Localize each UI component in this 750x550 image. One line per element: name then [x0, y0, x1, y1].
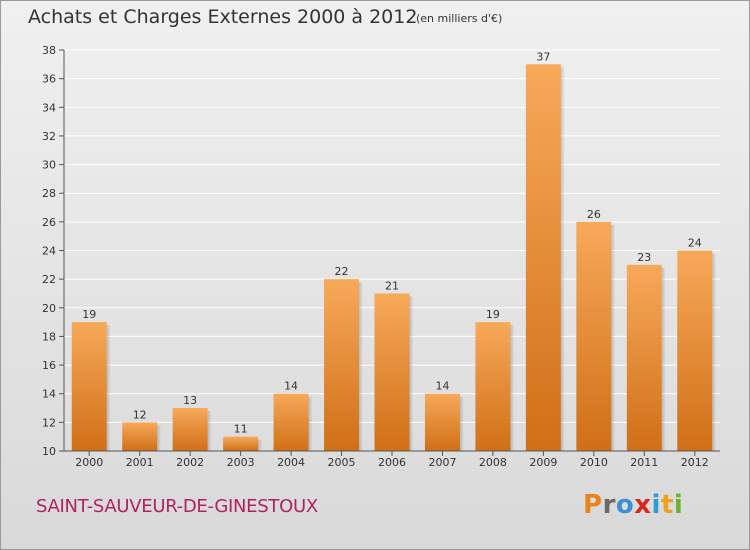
logo-letter: o	[615, 490, 635, 520]
y-tick-label: 30	[42, 159, 56, 172]
proxiti-logo: Proxiti	[583, 490, 683, 520]
x-tick-label: 2003	[227, 456, 255, 469]
bar-shadow	[409, 296, 414, 451]
bar-shadow	[510, 325, 515, 451]
x-tick-label: 2005	[328, 456, 356, 469]
bar	[475, 322, 511, 451]
y-tick-label: 16	[42, 359, 56, 372]
data-label: 24	[688, 237, 702, 250]
bar	[71, 322, 107, 451]
data-label: 19	[486, 308, 500, 321]
y-tick-label: 34	[42, 101, 56, 114]
x-tick-label: 2009	[529, 456, 557, 469]
x-tick-label: 2002	[176, 456, 204, 469]
bar	[374, 293, 410, 451]
y-tick-label: 18	[42, 330, 56, 343]
data-label: 19	[82, 308, 96, 321]
y-tick-label: 38	[42, 44, 56, 57]
bar	[324, 279, 360, 451]
bar	[677, 250, 713, 451]
x-tick-label: 2008	[479, 456, 507, 469]
data-label: 26	[587, 208, 601, 221]
bar-shadow	[106, 325, 111, 451]
bar-shadow	[661, 267, 666, 451]
bar-shadow	[157, 425, 162, 451]
x-tick-label: 2001	[126, 456, 154, 469]
logo-letter: i	[651, 490, 661, 520]
commune-name: SAINT-SAUVEUR-DE-GINESTOUX	[36, 496, 318, 517]
y-tick-label: 20	[42, 302, 56, 315]
x-tick-label: 2007	[428, 456, 456, 469]
x-tick-label: 2011	[630, 456, 658, 469]
data-label: 37	[536, 50, 550, 63]
data-label: 23	[637, 251, 651, 264]
bar	[424, 393, 460, 451]
bar	[122, 422, 158, 451]
y-tick-label: 14	[42, 388, 56, 401]
data-label: 21	[385, 279, 399, 292]
y-tick-label: 10	[42, 445, 56, 458]
data-label: 12	[133, 408, 147, 421]
x-tick-label: 2006	[378, 456, 406, 469]
bar-shadow	[712, 253, 717, 451]
y-tick-label: 24	[42, 245, 56, 258]
x-tick-label: 2000	[75, 456, 103, 469]
bar	[576, 221, 612, 451]
data-label: 22	[335, 265, 349, 278]
bar-shadow	[611, 224, 616, 451]
data-label: 14	[284, 380, 298, 393]
logo-letter: P	[583, 490, 603, 520]
bar	[525, 64, 561, 452]
bar-shadow	[359, 282, 364, 451]
chart-title: Achats et Charges Externes 2000 à 2012	[28, 6, 418, 28]
logo-letter: t	[660, 490, 674, 520]
logo-letter: i	[673, 490, 684, 520]
x-tick-label: 2012	[681, 456, 709, 469]
y-tick-label: 26	[42, 216, 56, 229]
y-tick-label: 22	[42, 273, 56, 286]
y-tick-label: 36	[42, 73, 56, 86]
x-tick-label: 2004	[277, 456, 305, 469]
bar	[172, 408, 208, 451]
logo-letter: x	[634, 490, 652, 520]
bar	[223, 436, 259, 451]
data-label: 14	[435, 380, 449, 393]
y-tick-label: 32	[42, 130, 56, 143]
bar	[626, 264, 662, 451]
bar-shadow	[459, 396, 464, 451]
logo-letter: r	[602, 490, 616, 520]
bar-shadow	[308, 396, 313, 451]
data-label: 13	[183, 394, 197, 407]
x-tick-label: 2010	[580, 456, 608, 469]
y-tick-label: 28	[42, 187, 56, 200]
bar-shadow	[258, 439, 263, 451]
data-label: 11	[234, 423, 248, 436]
bar	[273, 393, 309, 451]
y-tick-label: 12	[42, 416, 56, 429]
bar-shadow	[560, 67, 565, 452]
bar-shadow	[207, 411, 212, 451]
chart-subtitle: (en milliers d'€)	[416, 12, 503, 25]
